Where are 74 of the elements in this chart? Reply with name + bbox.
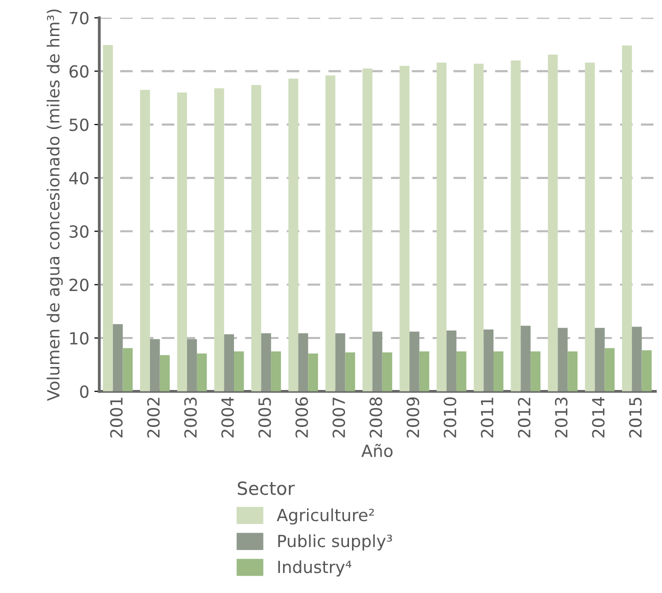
x-tick-label: 2008 (370, 397, 382, 438)
bar (446, 330, 456, 392)
bar (271, 351, 281, 392)
x-tick-label: 2006 (295, 397, 308, 438)
bar (530, 351, 540, 392)
bar (382, 352, 392, 392)
bar (436, 62, 447, 392)
bar (298, 333, 308, 392)
y-tick-label: 10 (70, 332, 88, 345)
bar (214, 88, 224, 392)
y-tick-label: 30 (70, 225, 88, 238)
bar (345, 352, 356, 392)
bar (494, 351, 504, 392)
y-tick-label: 70 (70, 12, 88, 24)
bar (160, 355, 170, 392)
y-tick-label: 60 (70, 65, 88, 78)
x-tick-label: 2011 (480, 398, 494, 438)
x-tick-label: 2009 (406, 397, 420, 438)
x-tick-label: 2003 (184, 398, 197, 438)
bar (335, 333, 346, 392)
bar (548, 54, 558, 392)
x-tick-label: 2012 (518, 398, 530, 438)
bar (642, 350, 652, 392)
x-tick-label: 2002 (147, 398, 160, 438)
bar (288, 78, 298, 392)
bar (196, 353, 207, 392)
bar (510, 60, 521, 392)
bar (224, 334, 234, 392)
bar (484, 329, 494, 392)
bar (103, 45, 113, 392)
legend-label: Public supply³ (278, 534, 392, 551)
bar (177, 92, 188, 392)
bar (584, 62, 595, 392)
x-tick-label: 2010 (444, 397, 456, 438)
x-tick-label: 2004 (221, 397, 234, 438)
bar (568, 351, 578, 392)
bar (261, 333, 272, 392)
y-axis-title: Volumen de agua concesionado (miles de hm³) (46, 10, 63, 401)
bar (251, 85, 262, 392)
bar (308, 353, 318, 392)
bar (234, 351, 244, 392)
x-tick-label: 2014 (592, 397, 605, 438)
bar (558, 328, 568, 392)
bar (604, 348, 615, 392)
bar (400, 66, 410, 392)
legend-label: Agriculture² (276, 508, 374, 525)
bar (632, 326, 642, 392)
bar (362, 68, 372, 392)
y-tick-label: 40 (69, 172, 88, 184)
bar (187, 339, 197, 392)
bar (140, 90, 150, 392)
bar (594, 328, 605, 392)
bar (409, 332, 420, 392)
y-tick-label: 50 (70, 118, 88, 132)
x-tick-label: 2005 (258, 398, 271, 438)
bar (122, 348, 133, 392)
legend-title: Sector (238, 481, 295, 496)
bar (622, 46, 632, 392)
bar (456, 351, 466, 392)
bar (419, 351, 430, 392)
y-tick-label: 20 (70, 278, 88, 292)
bar (325, 75, 336, 392)
y-tick-label: 0 (80, 385, 88, 398)
x-tick-label: 2001 (110, 398, 123, 438)
x-axis-title: Año (361, 444, 393, 458)
bar (520, 326, 531, 392)
x-tick-label: 2015 (629, 398, 642, 438)
bar (150, 339, 160, 392)
legend-label: Industry⁴ (278, 560, 352, 576)
bar (112, 324, 123, 392)
x-tick-label: 2013 (554, 398, 568, 438)
bar (372, 332, 382, 392)
bar (474, 64, 484, 392)
x-tick-label: 2007 (332, 398, 346, 438)
